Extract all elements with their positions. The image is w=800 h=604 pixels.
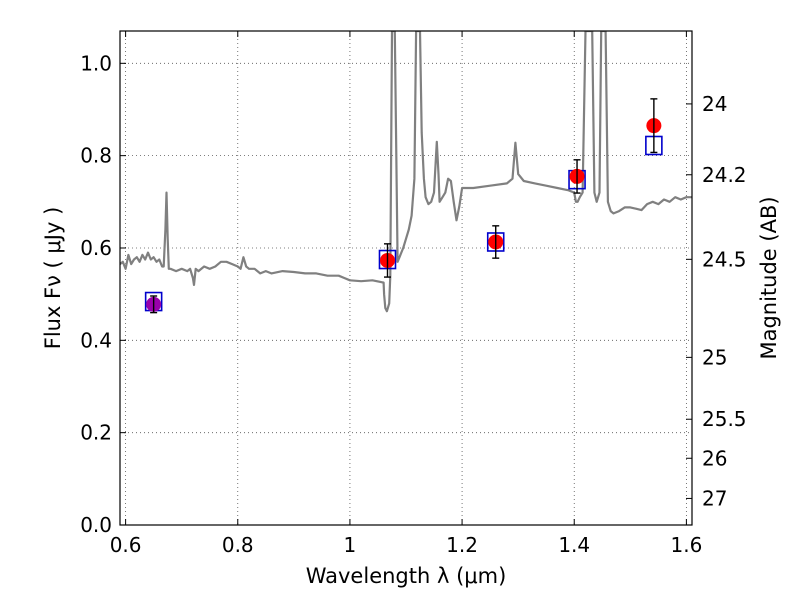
y-axis-label: Flux Fν ( μJy ) xyxy=(41,207,65,350)
model-spectrum-layer xyxy=(120,31,692,313)
mag-tick-label: 24.5 xyxy=(702,247,747,271)
mag-tick-label: 26 xyxy=(702,446,727,470)
mag-tick-label: 25.5 xyxy=(702,407,747,431)
mag-tick-label: 27 xyxy=(702,486,727,510)
marker-layer xyxy=(144,98,663,314)
model-spectrum-line xyxy=(120,31,692,313)
x-tick-label: 0.8 xyxy=(222,533,254,557)
y-tick-label: 0.0 xyxy=(80,513,112,537)
mag-tick-label: 24.2 xyxy=(702,163,747,187)
ticks: 0.6 0.8 1 1.2 1.4 1.6 0.0 0.2 0.4 0.6 0.8 1.0 24 24.2… xyxy=(80,31,747,557)
y-tick-label: 1.0 xyxy=(80,51,112,75)
x-tick-label: 0.6 xyxy=(110,533,142,557)
x-tick-label: 1.2 xyxy=(446,533,478,557)
y-axis-right-label: Magnitude (AB) xyxy=(757,196,781,359)
y-tick-label: 0.4 xyxy=(80,328,112,352)
plot-frame xyxy=(119,30,693,526)
y-tick-label: 0.6 xyxy=(80,236,112,260)
mag-tick-label: 25 xyxy=(702,345,727,369)
y-tick-label: 0.2 xyxy=(80,421,112,445)
x-tick-label: 1 xyxy=(344,533,357,557)
x-tick-label: 1.4 xyxy=(558,533,590,557)
x-axis-label: Wavelength λ (μm) xyxy=(306,564,507,588)
mag-tick-label: 24 xyxy=(702,92,727,116)
y-tick-label: 0.8 xyxy=(80,144,112,168)
x-tick-label: 1.6 xyxy=(670,533,702,557)
